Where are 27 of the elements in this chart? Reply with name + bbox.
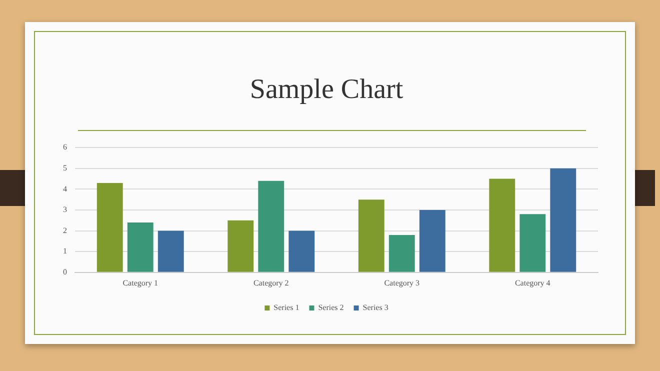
legend-label: Series 2 — [318, 303, 344, 312]
legend-label: Series 3 — [362, 303, 388, 312]
y-tick-label: 0 — [63, 267, 67, 276]
bar — [127, 222, 154, 272]
legend-label: Series 1 — [274, 303, 300, 312]
bar — [288, 230, 315, 272]
bar — [228, 220, 254, 272]
y-tick-label: 4 — [63, 184, 67, 194]
x-tick-label: Category 2 — [253, 278, 289, 288]
bar — [550, 168, 576, 272]
bar — [96, 182, 123, 272]
y-tick-label: 2 — [63, 226, 67, 235]
bar — [489, 178, 516, 272]
chart-title: Sample Chart — [250, 74, 404, 106]
y-tick-label: 5 — [63, 163, 67, 172]
y-tick-label: 6 — [63, 142, 67, 152]
y-tick-label: 1 — [63, 246, 67, 256]
bar — [258, 180, 284, 272]
bar — [158, 230, 184, 272]
bar — [358, 200, 384, 272]
y-tick-label: 3 — [63, 205, 67, 214]
bar — [520, 214, 546, 272]
x-tick-label: Category 1 — [122, 278, 158, 288]
x-tick-label: Category 3 — [384, 278, 420, 288]
bar — [419, 210, 446, 272]
bar — [388, 234, 415, 272]
x-tick-label: Category 4 — [514, 278, 550, 288]
